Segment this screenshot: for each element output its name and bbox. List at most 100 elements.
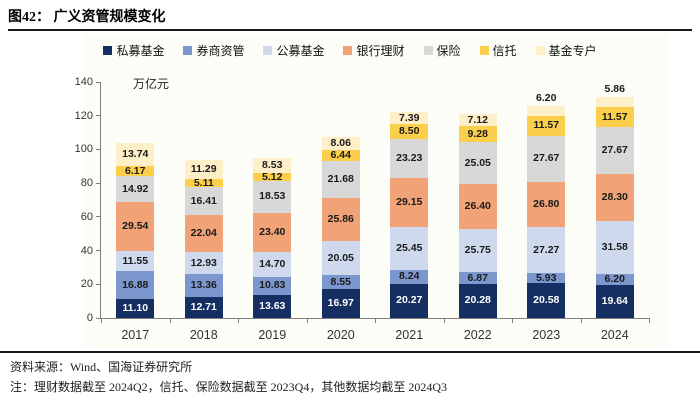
bar-segment-券商资管 bbox=[390, 269, 429, 284]
x-axis-tick bbox=[238, 318, 239, 323]
bar-value-label: 14.92 bbox=[122, 182, 149, 195]
bar-segment-券商资管 bbox=[184, 274, 223, 297]
x-axis-category-label: 2017 bbox=[121, 328, 150, 342]
bar-segment-公募基金 bbox=[321, 241, 360, 275]
bar-column-2023: 20.58 5.93 27.27 26.80 27.67 11.57 6.20 2023 bbox=[512, 82, 581, 342]
bar-value-label: 6.17 bbox=[125, 164, 146, 177]
source-note: 资料来源：Wind、国海证券研究所 bbox=[10, 360, 193, 374]
bar-segment-信托 bbox=[390, 124, 429, 139]
title-divider bbox=[8, 29, 692, 31]
bar-value-label: 20.28 bbox=[464, 294, 491, 307]
x-axis-tick bbox=[375, 318, 376, 323]
bar-value-label: 7.12 bbox=[467, 113, 488, 126]
bar-segment-基金专户 bbox=[321, 136, 360, 151]
y-axis-tick-label: 0 bbox=[86, 312, 93, 324]
bar-segment-银行理财 bbox=[527, 182, 566, 228]
legend-label: 信托 bbox=[492, 44, 517, 58]
bar-segment-基金专户 bbox=[184, 159, 223, 179]
bar-value-label: 27.27 bbox=[533, 243, 560, 256]
y-axis-tick bbox=[96, 216, 101, 218]
bar-value-label: 5.86 bbox=[604, 83, 625, 96]
y-axis-tick bbox=[96, 317, 101, 319]
bar-column-2021: 20.27 8.24 25.45 29.15 23.23 8.50 7.39 2021 bbox=[375, 82, 444, 342]
bar-column-2020: 16.97 8.55 20.05 25.86 21.68 6.44 8.06 2020 bbox=[307, 82, 376, 342]
bar-value-label: 6.87 bbox=[467, 271, 488, 284]
y-axis-tick bbox=[96, 148, 101, 150]
bar-value-label: 8.06 bbox=[330, 136, 351, 149]
figure-title: 图42： 广义资管规模变化 bbox=[8, 10, 166, 25]
bar-segment-保险 bbox=[184, 187, 223, 216]
bar-segment-基金专户 bbox=[595, 97, 634, 108]
bar-value-label: 22.04 bbox=[190, 227, 217, 240]
bar-column-2019: 13.63 10.83 14.70 23.40 18.53 5.12 8.53 2019 bbox=[238, 82, 307, 342]
bar-segment-基金专户 bbox=[527, 105, 566, 117]
bar-value-label: 11.57 bbox=[601, 110, 628, 123]
legend-label: 券商资管 bbox=[196, 44, 245, 58]
bar-segment-银行理财 bbox=[253, 212, 292, 252]
bar-segment-公募基金 bbox=[595, 221, 634, 275]
legend-swatch-icon bbox=[343, 46, 353, 55]
x-axis-tick bbox=[580, 318, 582, 323]
bar-segment-券商资管 bbox=[116, 270, 155, 300]
stacked-bar-2017: 11.10 16.88 11.55 29.54 14.92 6.17 13.74 bbox=[116, 82, 155, 318]
bar-segment-券商资管 bbox=[321, 275, 360, 290]
bar-value-label: 5.93 bbox=[536, 271, 557, 284]
x-axis-category-label: 2018 bbox=[189, 328, 218, 342]
bar-value-label: 8.55 bbox=[330, 275, 351, 288]
bar-segment-券商资管 bbox=[595, 274, 634, 285]
bar-segment-银行理财 bbox=[321, 197, 360, 242]
stacked-bar-2021: 20.27 8.24 25.45 29.15 23.23 8.50 7.39 bbox=[390, 82, 429, 318]
bar-segment-银行理财 bbox=[184, 215, 223, 253]
bar-value-label: 14.70 bbox=[259, 257, 286, 270]
bar-segment-基金专户 bbox=[116, 142, 155, 167]
bar-segment-私募基金 bbox=[116, 299, 155, 318]
x-axis-tick bbox=[306, 318, 308, 323]
bar-value-label: 27.67 bbox=[601, 143, 628, 156]
bar-value-label: 12.71 bbox=[190, 300, 217, 313]
x-axis-tick bbox=[169, 318, 171, 323]
y-axis-tick-label: 20 bbox=[80, 278, 93, 291]
bar-value-label: 11.57 bbox=[533, 119, 560, 132]
bar-segment-私募基金 bbox=[458, 283, 497, 318]
legend-swatch-icon bbox=[535, 46, 545, 55]
bar-value-label: 18.53 bbox=[259, 190, 286, 203]
bar-segment-私募基金 bbox=[184, 296, 223, 318]
bar-segment-信托 bbox=[253, 172, 292, 182]
legend-item-6: 信托 bbox=[479, 42, 517, 59]
y-axis-tick-label: 100 bbox=[74, 143, 93, 156]
bar-segment-券商资管 bbox=[527, 273, 566, 284]
bar-segment-信托 bbox=[116, 166, 155, 177]
legend-swatch-icon bbox=[103, 46, 113, 55]
x-axis-category-label: 2024 bbox=[600, 328, 629, 342]
bar-value-label: 10.83 bbox=[259, 279, 286, 292]
bar-value-label: 23.40 bbox=[259, 225, 286, 238]
bar-segment-私募基金 bbox=[595, 284, 634, 318]
bar-value-label: 25.75 bbox=[464, 244, 491, 257]
bar-value-label: 23.23 bbox=[396, 151, 423, 164]
bar-segment-公募基金 bbox=[253, 252, 292, 277]
bar-value-label: 9.28 bbox=[467, 127, 488, 140]
bar-segment-信托 bbox=[184, 178, 223, 188]
bar-value-label: 29.15 bbox=[396, 195, 423, 208]
bar-segment-券商资管 bbox=[458, 272, 497, 284]
legend-label: 私募基金 bbox=[116, 44, 165, 58]
bar-value-label: 11.55 bbox=[122, 254, 149, 267]
y-axis-tick bbox=[96, 115, 101, 117]
x-axis-tick bbox=[512, 318, 513, 323]
chart-legend: 私募基金 券商资管 公募基金 银行理财 保险 信托 基金专户 bbox=[0, 42, 700, 59]
y-axis-tick bbox=[96, 250, 101, 252]
y-axis-tick bbox=[96, 81, 101, 83]
plot-area: 万亿元 0 20 40 60 80 100 120 140 11.10 16.88 11.55 29.… bbox=[75, 76, 650, 342]
bar-segment-公募基金 bbox=[527, 227, 566, 274]
bar-segment-保险 bbox=[253, 181, 292, 213]
bar-segment-基金专户 bbox=[390, 111, 429, 125]
footer-divider bbox=[0, 351, 700, 353]
bar-segment-公募基金 bbox=[390, 227, 429, 270]
y-axis-tick-label: 60 bbox=[80, 210, 93, 223]
bar-value-label: 8.53 bbox=[262, 159, 283, 171]
bar-column-2024: 19.64 6.20 31.58 28.30 27.67 11.57 5.86 2024 bbox=[581, 82, 650, 342]
bar-value-label: 5.11 bbox=[193, 176, 214, 189]
bar-segment-基金专户 bbox=[458, 114, 497, 127]
legend-item-7: 基金专户 bbox=[535, 42, 597, 59]
